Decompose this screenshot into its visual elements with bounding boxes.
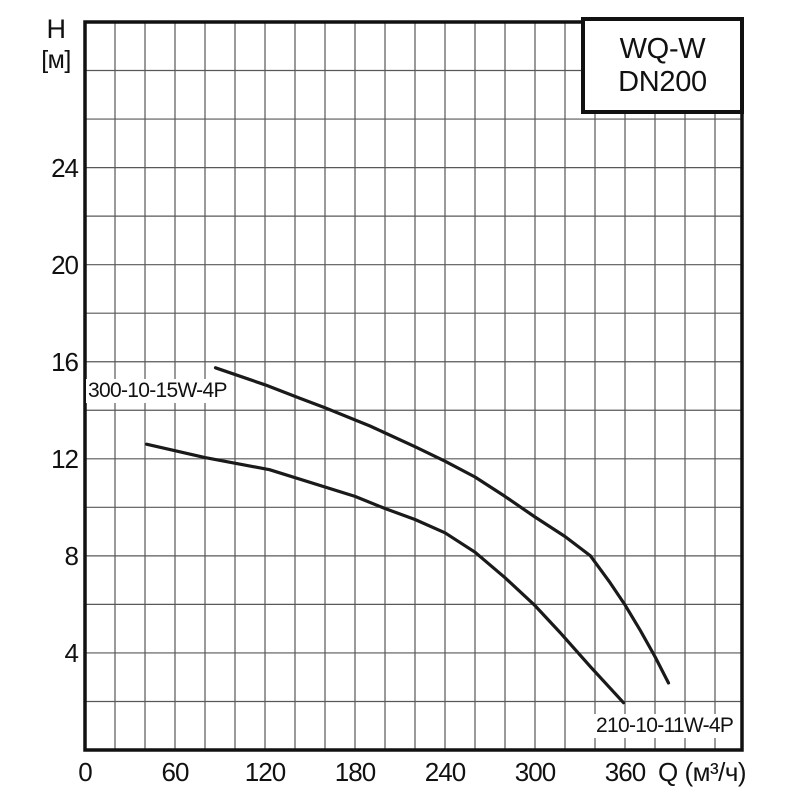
legend-box: WQ-W DN200 xyxy=(581,17,744,114)
x-tick-label-60: 60 xyxy=(161,757,190,787)
x-tick-label-0: 0 xyxy=(78,757,93,787)
y-tick-label-8: 8 xyxy=(64,540,79,571)
plot-border xyxy=(83,20,744,752)
x-tick-label-120: 120 xyxy=(244,757,286,787)
y-axis-title-unit: [м] xyxy=(41,46,71,74)
y-axis-title: H [м] xyxy=(28,13,84,75)
y-tick-label-20: 20 xyxy=(51,249,79,280)
y-tick-label-12: 12 xyxy=(51,443,79,474)
y-tick-label-24: 24 xyxy=(51,152,79,183)
y-tick-label-4: 4 xyxy=(64,637,79,668)
x-tick-label-300: 300 xyxy=(514,757,556,787)
legend-model: WQ-W xyxy=(619,32,706,65)
x-tick-label-180: 180 xyxy=(334,757,376,787)
x-tick-label-240: 240 xyxy=(424,757,466,787)
x-axis-title: Q (м³/ч) xyxy=(658,757,747,787)
y-tick-label-16: 16 xyxy=(51,346,79,377)
y-axis-title-symbol: H xyxy=(46,14,67,44)
curve-210-10-11W-4P xyxy=(144,442,626,705)
legend-size: DN200 xyxy=(618,65,707,98)
curve-300-10-15W-4P xyxy=(213,366,671,685)
series-label-210-10-11W-4P: 210-10-11W-4P xyxy=(594,714,736,738)
series-label-300-10-15W-4P: 300-10-15W-4P xyxy=(86,379,229,403)
x-tick-label-360: 360 xyxy=(604,757,646,787)
